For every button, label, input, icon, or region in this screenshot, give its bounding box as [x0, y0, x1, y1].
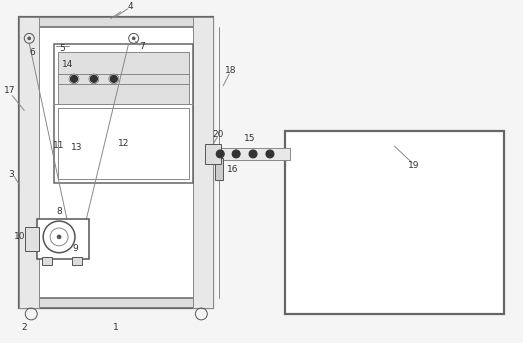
Text: 15: 15 [244, 134, 256, 143]
Bar [42, 257, 52, 264]
Bar [19, 17, 39, 308]
Text: 9: 9 [72, 244, 78, 253]
Text: 1: 1 [113, 323, 119, 332]
Text: 20: 20 [212, 130, 224, 139]
Circle shape [89, 74, 98, 83]
Bar [54, 44, 194, 182]
Bar [19, 298, 213, 308]
Text: 16: 16 [228, 165, 239, 174]
Circle shape [57, 235, 61, 239]
Circle shape [232, 150, 240, 158]
Text: 3: 3 [8, 170, 14, 179]
Text: 8: 8 [56, 207, 62, 216]
Circle shape [266, 150, 274, 158]
Text: 14: 14 [62, 60, 74, 69]
Circle shape [249, 150, 257, 158]
Bar [194, 17, 213, 308]
Circle shape [109, 74, 118, 83]
Text: 4: 4 [128, 2, 133, 11]
Bar [72, 257, 82, 264]
Circle shape [28, 37, 31, 40]
Text: 11: 11 [53, 141, 65, 150]
Text: 19: 19 [408, 161, 420, 170]
Text: 13: 13 [71, 143, 83, 152]
Bar [19, 17, 213, 26]
Bar [285, 131, 504, 314]
Bar [206, 144, 221, 164]
Text: 12: 12 [118, 139, 129, 147]
Text: 10: 10 [14, 233, 25, 241]
Circle shape [216, 150, 224, 158]
Text: 2: 2 [21, 323, 27, 332]
Bar [208, 148, 290, 160]
Text: 17: 17 [4, 86, 15, 95]
Bar [25, 227, 39, 251]
Bar [58, 52, 189, 104]
Text: 6: 6 [29, 48, 35, 57]
Bar [37, 219, 89, 259]
Text: 18: 18 [225, 67, 237, 75]
Circle shape [132, 37, 135, 40]
Bar [58, 107, 189, 179]
Text: 7: 7 [139, 42, 144, 51]
Circle shape [70, 74, 78, 83]
Bar [215, 158, 223, 180]
Text: 5: 5 [59, 44, 65, 53]
Bar [19, 17, 213, 308]
